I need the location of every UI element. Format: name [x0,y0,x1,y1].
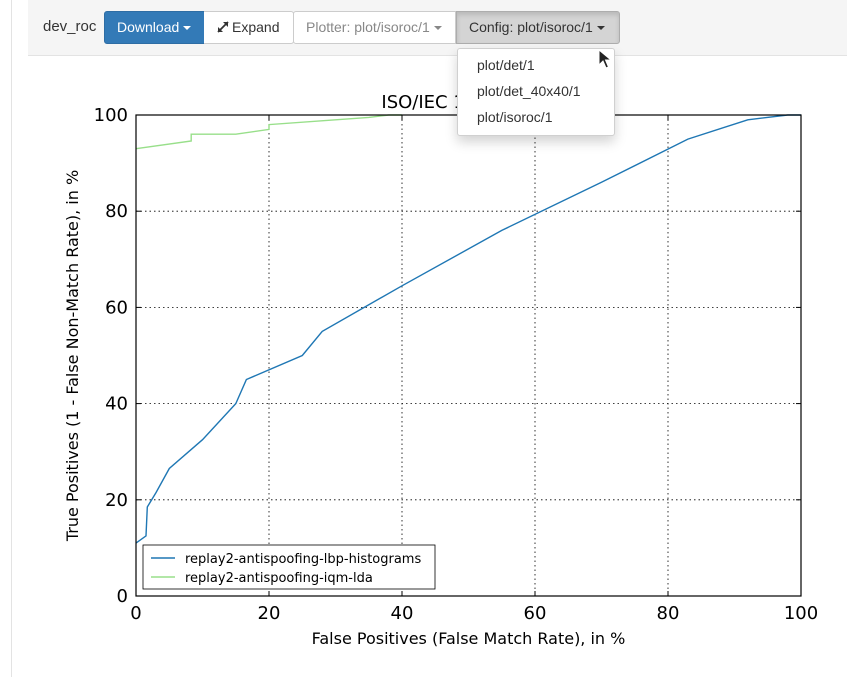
config-menu-item-isoroc[interactable]: plot/isoroc/1 [477,109,553,125]
config-button-label: Config: plot/isoroc/1 [469,19,593,35]
download-button[interactable]: Download [104,11,205,44]
y-axis-label: True Positives (1 - False Non-Match Rate… [63,170,82,542]
config-menu-item-det[interactable]: plot/det/1 [477,57,535,73]
config-dropdown-button[interactable]: Config: plot/isoroc/1 [456,11,620,44]
y-tick-label: 100 [94,105,128,126]
x-tick-label: 0 [130,603,141,624]
expand-arrows-icon [217,21,229,33]
y-tick-label: 20 [105,490,128,511]
y-tick-label: 80 [105,201,128,222]
x-tick-label: 40 [391,603,414,624]
series-line-0 [135,114,801,544]
plot-area [136,115,801,596]
expand-button[interactable]: Expand [204,11,294,44]
panel-title: dev_roc [43,18,97,35]
expand-button-label: Expand [232,19,280,35]
legend-box [142,544,436,590]
series-line-1 [135,114,402,150]
download-button-label: Download [117,19,180,35]
plotter-dropdown-button[interactable]: Plotter: plot/isoroc/1 [293,11,456,44]
legend-label-1: replay2-antispoofing-iqm-lda [185,571,373,586]
config-menu-item-det-40x40[interactable]: plot/det_40x40/1 [477,83,581,99]
x-axis-label: False Positives (False Match Rate), in % [312,629,626,648]
x-tick-label: 20 [258,603,281,624]
config-dropdown-menu: plot/det/1 plot/det_40x40/1 plot/isoroc/… [457,48,615,136]
y-tick-label: 40 [105,394,128,415]
caret-down-icon [433,26,442,31]
mouse-pointer-icon [598,49,612,69]
y-tick-label: 0 [117,586,128,607]
caret-down-icon [596,26,605,31]
plotter-button-label: Plotter: plot/isoroc/1 [306,19,430,35]
left-divider [11,0,12,677]
legend-label-0: replay2-antispoofing-lbp-histograms [185,552,421,567]
caret-down-icon [183,26,192,31]
x-tick-label: 60 [524,603,547,624]
x-tick-label: 100 [784,603,818,624]
x-tick-label: 80 [657,603,680,624]
y-tick-label: 60 [105,297,128,318]
